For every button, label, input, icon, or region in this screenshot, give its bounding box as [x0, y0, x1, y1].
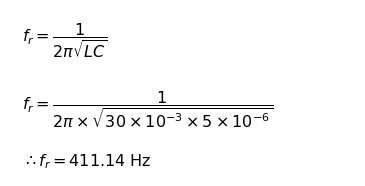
Text: $f_r = \dfrac{1}{2\pi \times \sqrt{30 \times 10^{-3} \times 5 \times 10^{-6}}}$: $f_r = \dfrac{1}{2\pi \times \sqrt{30 \t…	[22, 89, 273, 130]
Text: $\therefore f_r = 411.14\ \mathrm{Hz}$: $\therefore f_r = 411.14\ \mathrm{Hz}$	[22, 152, 151, 171]
Text: $f_r = \dfrac{1}{2\pi\sqrt{LC}}$: $f_r = \dfrac{1}{2\pi\sqrt{LC}}$	[22, 22, 108, 61]
